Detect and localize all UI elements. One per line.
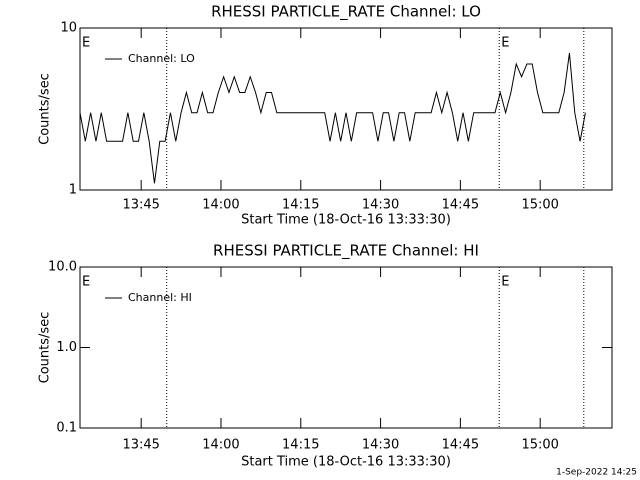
x-axis-label: Start Time (18-Oct-16 13:33:30) (241, 213, 451, 228)
legend-label: Channel: HI (128, 291, 192, 304)
event-label: E (501, 36, 509, 51)
x-tick-label: 15:00 (521, 438, 558, 453)
x-tick-label: 14:30 (362, 438, 399, 453)
x-tick-label: 14:15 (282, 438, 319, 453)
chart-title: RHESSI PARTICLE_RATE Channel: HI (213, 242, 479, 261)
x-tick-label: 14:30 (362, 198, 399, 213)
y-tick-label: 10 (60, 21, 77, 36)
data-line (79, 53, 586, 184)
event-label: E (82, 36, 90, 51)
x-axis-label: Start Time (18-Oct-16 13:33:30) (241, 455, 451, 470)
chart-title: RHESSI PARTICLE_RATE Channel: LO (211, 3, 481, 22)
plot-frame (79, 27, 613, 191)
legend-label: Channel: LO (128, 52, 195, 65)
y-tick-label: 1.0 (56, 340, 77, 355)
x-tick-label: 14:15 (282, 198, 319, 213)
x-tick-label: 15:00 (521, 198, 558, 213)
y-axis-label: Counts/sec (38, 312, 53, 384)
x-tick-label: 14:45 (442, 438, 479, 453)
event-label: E (82, 275, 90, 290)
y-tick-label: 0.1 (56, 421, 77, 436)
x-tick-label: 14:00 (202, 438, 239, 453)
x-tick-label: 14:00 (202, 198, 239, 213)
x-tick-label: 13:45 (122, 438, 159, 453)
event-label: E (501, 275, 509, 290)
y-tick-label: 10.0 (48, 260, 77, 275)
timestamp: 1-Sep-2022 14:25 (556, 468, 637, 478)
y-tick-label: 1 (69, 183, 77, 198)
x-tick-label: 14:45 (442, 198, 479, 213)
x-tick-label: 13:45 (122, 198, 159, 213)
y-axis-label: Counts/sec (38, 73, 53, 145)
